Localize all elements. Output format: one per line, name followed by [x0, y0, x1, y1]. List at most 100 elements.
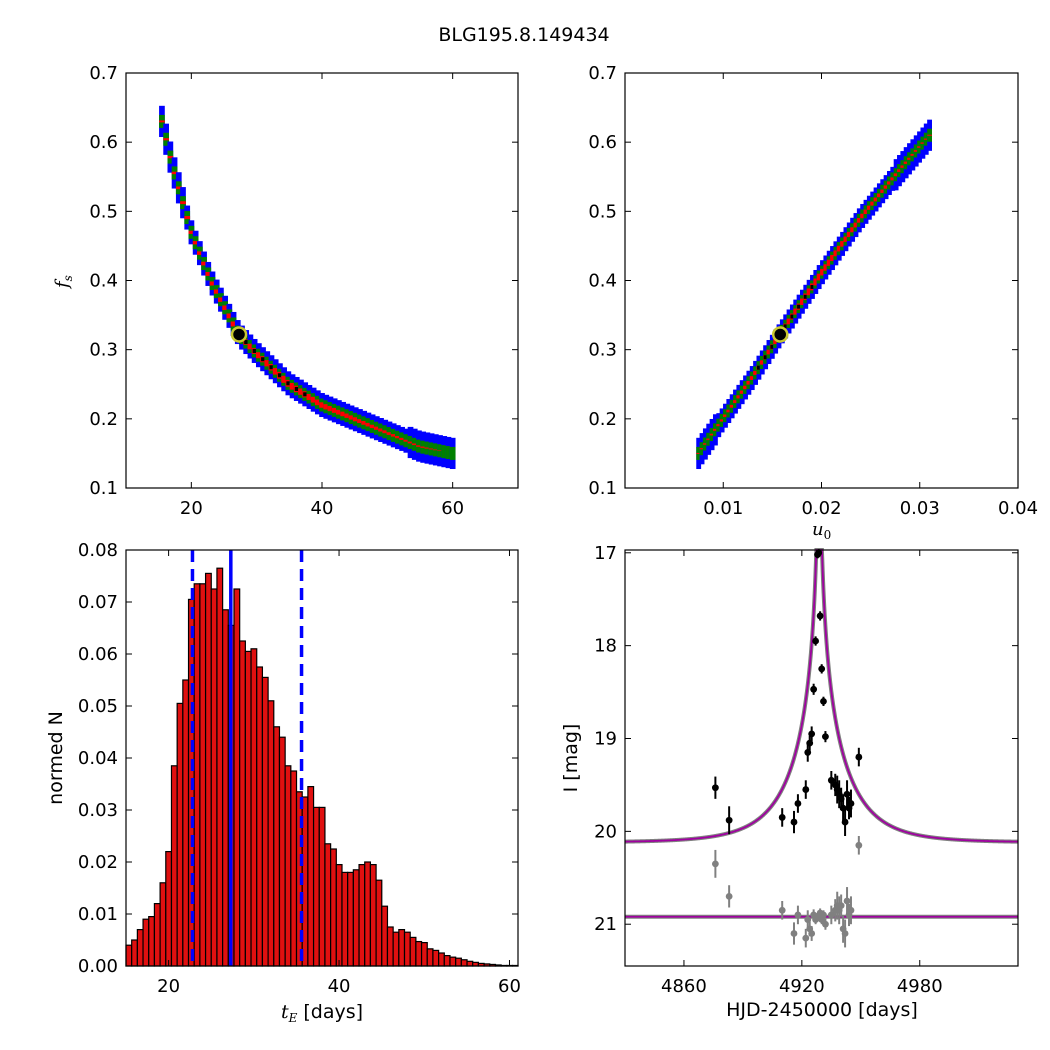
heatmap-cell-green [449, 446, 456, 460]
histogram-bar [312, 806, 320, 967]
histogram-bar [409, 936, 417, 967]
histogram-bar [335, 863, 343, 967]
heatmap-cell-red [416, 445, 422, 447]
histogram-bar [210, 588, 218, 967]
histogram-bar [449, 956, 457, 967]
heatmap-cell-black [790, 314, 795, 319]
residual-point [804, 916, 812, 923]
residual-point [808, 930, 816, 937]
histogram-bar [159, 882, 167, 967]
heatmap-cell-black [244, 340, 249, 345]
residual-point [841, 930, 849, 937]
histogram-bar [125, 944, 133, 967]
data-point [808, 730, 816, 738]
residual-point [847, 906, 855, 914]
y-tick-label: 0.4 [89, 271, 118, 292]
x-tick-label: 0.04 [998, 498, 1038, 519]
heatmap-cell-red [759, 360, 765, 365]
heatmap-cell-red [281, 375, 287, 383]
heatmap-cell-black [803, 294, 808, 299]
x-axis-label: u0 [812, 519, 831, 542]
heatmap-cell-red [923, 138, 929, 140]
model-curve [624, 549, 1019, 843]
histogram-bar [256, 666, 264, 967]
heatmap-cell-red [411, 443, 418, 446]
heatmap-cell-red [729, 404, 735, 408]
y-tick-label: 0.1 [588, 478, 617, 499]
y-tick-label: 0.4 [588, 271, 617, 292]
y-tick-label: 0.5 [588, 201, 617, 222]
heatmap-cell-red [846, 231, 852, 238]
heatmap-cell-red [340, 411, 346, 417]
histogram-bar [136, 928, 144, 967]
heatmap-cell-red [903, 161, 909, 164]
y-tick-label: 0.7 [588, 63, 617, 84]
heatmap-cell-red [344, 413, 351, 418]
heatmap-cell-red [716, 424, 722, 427]
heatmap-cell-red [749, 376, 755, 380]
heatmap-cell-red [327, 406, 334, 412]
y-axis-label: fs [52, 275, 75, 290]
y-tick-label: 0.2 [588, 409, 617, 430]
y-tick-label: 0.3 [89, 340, 118, 361]
histogram-bar [250, 648, 258, 967]
heatmap-cell-black [810, 284, 815, 289]
histogram-bar [330, 848, 337, 967]
heatmap-cell-red [823, 264, 829, 271]
y-tick-label: 0.7 [89, 63, 118, 84]
histogram-bar [347, 871, 354, 967]
heatmap-cell-red [437, 450, 443, 452]
heatmap-cell-red [226, 313, 233, 319]
panel-te-histogram: 20 40 60 0.00 0.01 0.02 0.03 0.04 0.05 0.06 0.07 0.… [45, 540, 521, 1025]
heatmap-cell-red [712, 428, 718, 431]
heatmap-cell-red [399, 437, 405, 441]
x-tick-label: 0.03 [900, 498, 940, 519]
heatmap-cell-red [723, 414, 728, 417]
histogram-bar [204, 572, 212, 967]
histogram-bar [176, 702, 184, 967]
plot-frame [624, 549, 1019, 967]
residual-point [820, 911, 827, 919]
data-point [820, 697, 827, 705]
heatmap-cell-red [298, 388, 304, 395]
histogram-bar [170, 765, 178, 967]
data-point [810, 685, 818, 693]
panel-lightcurve: 4860 4920 4980 17 18 19 20 21 I [mag] HJD-2450000… [560, 543, 1019, 1021]
x-tick-label: 4920 [779, 976, 825, 997]
heatmap-cell-red [424, 447, 431, 449]
heatmap-cell-green [441, 445, 448, 459]
heatmap-cell-red [373, 426, 380, 430]
heatmap-cell-red [352, 417, 359, 422]
y-tick-label: 0.05 [78, 696, 118, 717]
data-point [725, 816, 733, 824]
histogram-bar [358, 863, 366, 967]
heatmap-cell-red [883, 185, 889, 189]
heatmap-cell-black [303, 392, 308, 397]
best-fit-marker [771, 326, 789, 343]
x-tick-label: 20 [157, 976, 180, 997]
heatmap-cell-red [218, 297, 224, 302]
heatmap-cell-red [357, 419, 363, 424]
heatmap-cell-red [719, 419, 725, 422]
histogram-bar [375, 879, 383, 967]
histogram-bar [398, 928, 406, 967]
histogram-bar [392, 931, 400, 967]
y-tick-label: 21 [594, 914, 617, 935]
histogram-bar [460, 959, 468, 967]
residual-point [827, 911, 835, 919]
histogram-bar [455, 957, 462, 967]
x-tick-label: 60 [441, 498, 464, 519]
y-tick-label: 19 [594, 729, 617, 750]
heatmap-cell-red [900, 165, 906, 168]
heatmap-cell-red [175, 186, 182, 190]
heatmap-cell-red [331, 407, 338, 413]
heatmap-cell-red [793, 308, 799, 315]
residual-point [822, 920, 829, 928]
histogram-bar [239, 640, 246, 967]
heatmap-cell-red [820, 268, 825, 276]
heatmap-cell-red [743, 385, 748, 390]
data-point [812, 637, 820, 645]
residual-point [725, 892, 733, 900]
heatmap-cell-red [813, 278, 819, 286]
heatmap-cell-red [209, 281, 216, 286]
